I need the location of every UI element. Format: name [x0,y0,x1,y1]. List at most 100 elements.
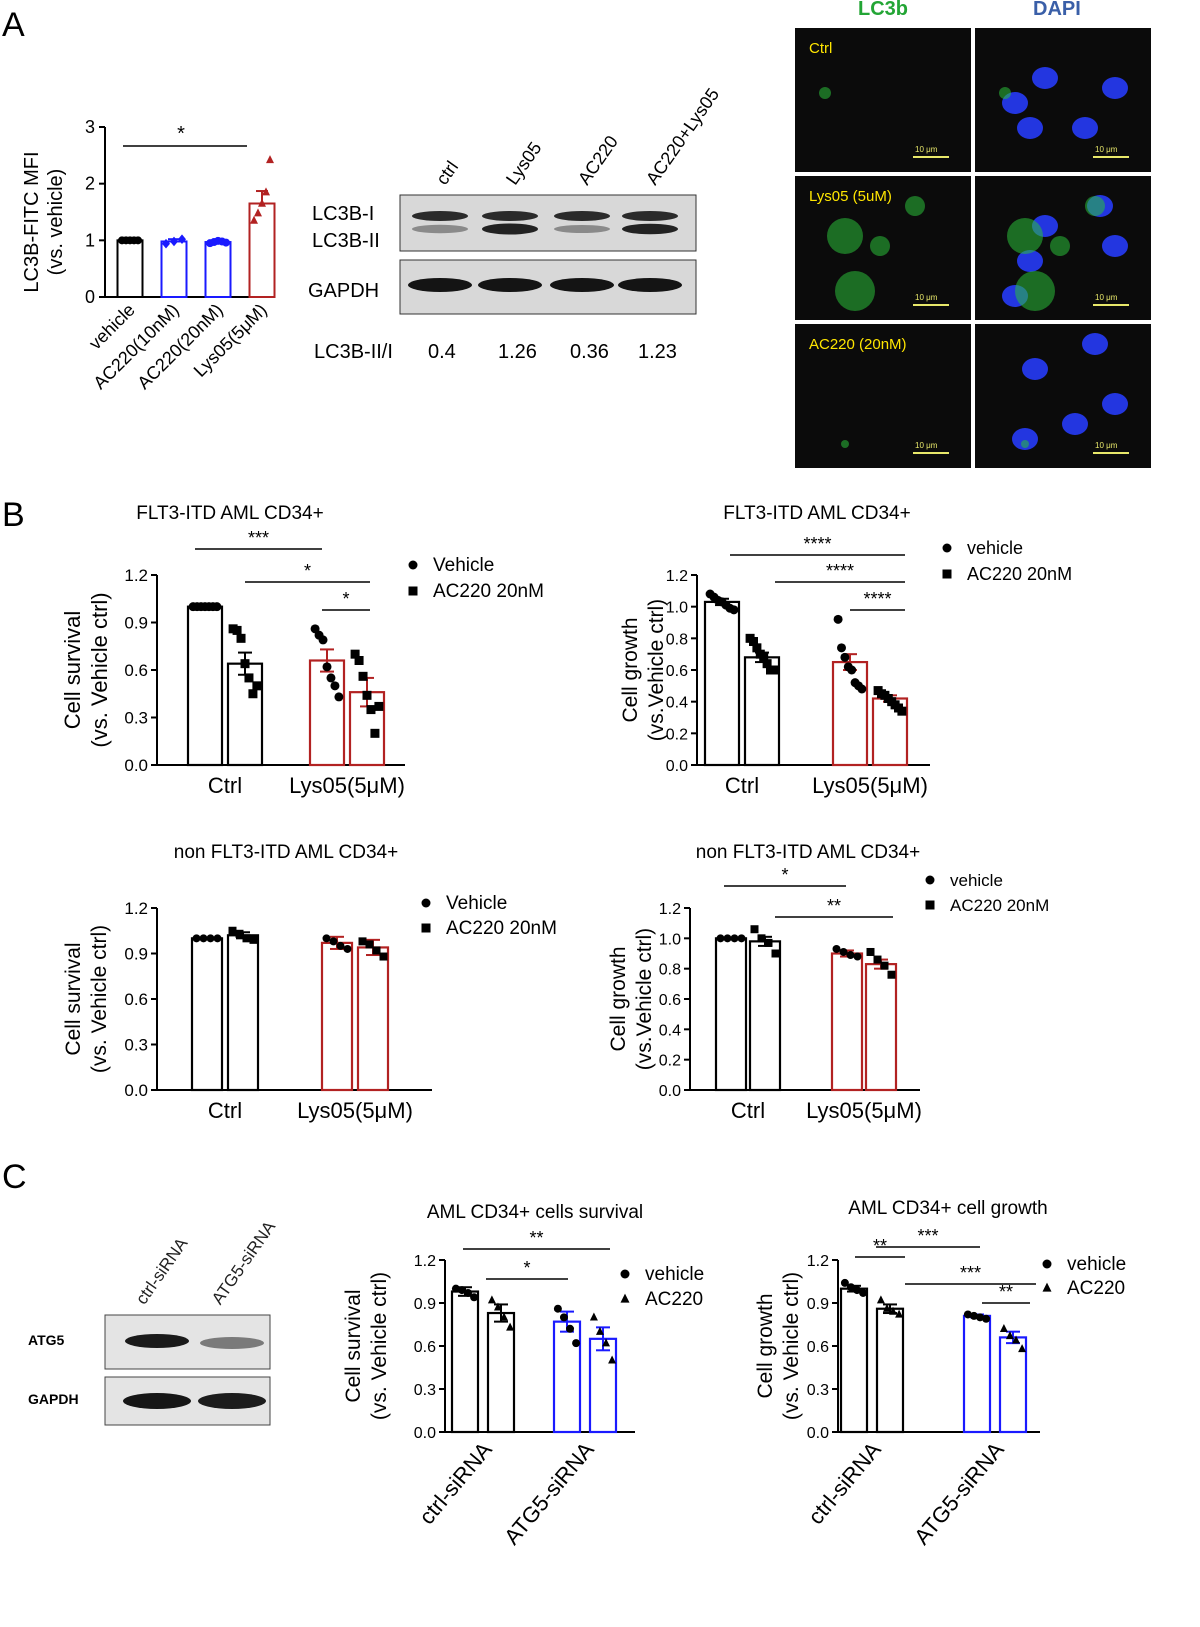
x-tick-label: Lys05(5μM) [812,773,928,798]
sig-label: * [342,589,349,609]
data-point [240,659,250,669]
data-point [764,938,773,947]
legend-label: AC220 [1067,1278,1125,1299]
y-axis-label-line: (vs.Vehicle ctrl) [633,928,656,1070]
micrograph-condition-label: AC220 (20nM) [809,336,907,353]
western-blot-c-bands [104,1314,271,1426]
legend-marker [421,923,431,933]
western-blot-a-bands [399,194,697,315]
sig-label: **** [826,561,854,581]
y-tick-label: 0.8 [666,631,688,648]
wb-row-label: LC3B-I [312,203,375,225]
data-point [235,929,244,938]
panel-letter-c: C [2,1158,27,1196]
data-point [608,1355,617,1364]
data-point [506,1322,515,1331]
data-point [262,187,270,196]
data-point [322,934,331,943]
nucleus [1102,77,1128,99]
data-point [730,934,739,943]
chart-title: FLT3-ITD AML CD34+ [723,503,910,524]
legend-label: AC220 [645,1289,703,1310]
data-point [326,673,336,683]
sig-label: * [781,865,788,885]
data-point [358,937,367,946]
data-point [232,625,242,635]
data-point [857,684,867,694]
scale-bar-label: 10 μm [1095,441,1118,450]
y-tick-label: 0.3 [124,709,148,728]
bar [186,605,224,767]
legend-label: AC220 20nM [446,918,557,939]
y-axis-label: Cell growth (vs.Vehicle ctrl) [607,928,656,1070]
nucleus [1082,333,1108,355]
micrograph-dapi: 10 μm [975,28,1151,172]
y-tick-label: 0.6 [414,1339,436,1356]
y-tick-label: 0.0 [124,756,148,775]
micrograph-image [1002,195,1128,311]
data-point [566,1324,575,1333]
data-point [840,652,850,662]
x-tick-label: Lys05(5μM) [289,773,405,798]
x-tick-label: Ctrl [208,1098,242,1123]
y-tick-label: 1.2 [124,899,148,918]
y-tick-label: 1.0 [659,931,681,948]
sig-label: *** [248,528,269,548]
data-point [887,970,896,979]
bar [703,600,741,767]
band [554,211,610,221]
chart-title: non FLT3-ITD AML CD34+ [174,842,398,863]
micrograph-condition-label: Ctrl [809,40,833,57]
bar [204,241,232,299]
data-point [757,934,766,943]
data-point [853,1286,862,1295]
data-point [889,1306,898,1315]
lc3b-signal [999,87,1011,99]
scale-bar: 10 μm [913,441,949,454]
y-axis-label: Cell survival(vs. Vehicle ctrl) [342,1272,391,1420]
legend-marker [421,898,431,908]
sig-label: * [177,123,185,145]
data-point [737,934,746,943]
micrograph-lc3b: AC220 (20nM) 10 μm [795,324,971,468]
data-point [244,673,254,683]
data-point [249,935,258,944]
y-axis-label: Cell survival(vs. Vehicle ctrl) [62,925,111,1073]
data-point [464,1288,473,1297]
band [412,211,468,221]
band [408,278,472,292]
x-tick-label: Ctrl [731,1098,765,1123]
data-point [379,952,388,961]
y-tick-label: 3 [85,117,95,137]
data-point [976,1313,985,1322]
wb-row-label: ATG5 [28,1332,65,1348]
nucleus [1032,67,1058,89]
chart-title: AML CD34+ cell growth [848,1198,1047,1219]
y-axis-label-line: (vs. Vehicle ctrl) [368,1272,391,1420]
y-axis-label-line: LC3B-FITC MFI [21,151,43,292]
legend-marker [942,543,952,553]
legend-label: vehicle [645,1264,704,1285]
legend-marker [925,900,935,910]
micrograph-image [827,196,925,311]
bar [116,239,144,298]
y-axis-label-line: (vs. Vehicle ctrl) [780,1272,803,1420]
y-tick-label: 0.3 [124,1036,148,1055]
data-point [1018,1344,1027,1353]
scale-bar-label: 10 μm [1095,145,1118,154]
data-point [493,1302,502,1311]
wb-ratio-value: 1.26 [498,341,537,363]
western-blot-a: ctrl Lys05 AC220 AC220+Lys05 LC3B-I LC3B-II… [300,84,723,385]
lc3b-signal [1085,196,1105,216]
data-point [330,681,340,691]
bar [748,940,782,1092]
data-point [752,643,762,653]
y-tick-label: 0.6 [659,992,681,1009]
y-tick-label: 0.2 [666,726,688,743]
y-tick-label: 0.9 [124,945,148,964]
data-point [206,934,215,943]
data-point [895,1309,904,1318]
y-axis-label-line: Cell growth [754,1293,777,1398]
data-point [589,1312,598,1321]
sig-label: * [523,1258,530,1278]
